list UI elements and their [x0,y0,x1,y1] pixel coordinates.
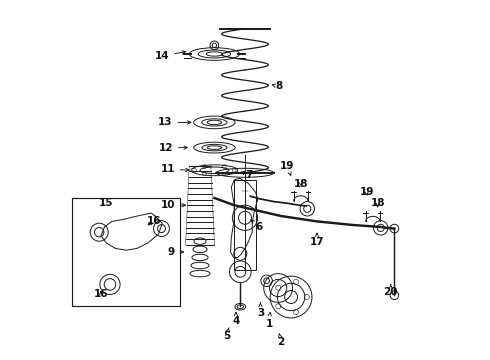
Text: 12: 12 [159,143,187,153]
Text: 8: 8 [272,81,283,91]
Text: 7: 7 [241,170,252,180]
Text: 16: 16 [147,216,161,226]
Text: 13: 13 [158,117,191,127]
Text: 18: 18 [294,179,308,189]
Text: 20: 20 [384,284,398,297]
Text: 9: 9 [168,247,184,257]
Text: 10: 10 [160,200,185,210]
Text: 3: 3 [257,303,264,318]
Text: 16: 16 [94,289,108,300]
Text: 19: 19 [280,161,294,175]
Text: 18: 18 [371,198,386,208]
Text: 6: 6 [251,220,263,232]
Text: 17: 17 [310,233,324,247]
Text: 14: 14 [155,51,186,61]
Text: 19: 19 [360,186,374,197]
Text: 15: 15 [99,198,114,208]
Text: 5: 5 [223,328,231,341]
Text: 4: 4 [232,312,240,326]
Text: 2: 2 [277,334,285,347]
Text: 1: 1 [266,312,273,329]
Text: 11: 11 [160,164,189,174]
